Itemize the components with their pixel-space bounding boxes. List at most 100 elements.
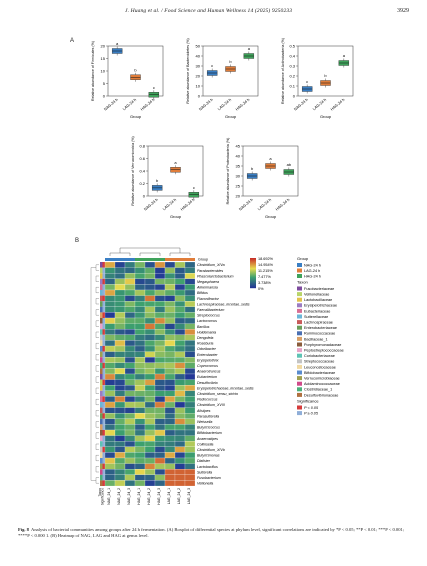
heatmap-cell (124, 418, 136, 425)
boxplot-panel: 0 10 20 30 40 50 Relative abundance of Bactero… (186, 38, 259, 119)
sample-label: LAG_24_2 (177, 488, 181, 504)
x-axis-label: Group (170, 214, 182, 219)
heatmap-cell (124, 345, 136, 352)
heatmap-cell (134, 474, 146, 481)
heatmap-cell (174, 357, 186, 363)
heatmap-cell (134, 401, 146, 408)
color-scale-segment (250, 267, 256, 269)
heatmap-cell (104, 446, 116, 453)
x-tick-label: LAG-24 h (122, 98, 137, 112)
heatmap-cell (104, 418, 116, 425)
heatmap-cell (104, 323, 116, 330)
significance-letter: c (306, 79, 308, 84)
heatmap-cell (144, 345, 156, 352)
x-tick-label: HAG-24 h (235, 98, 251, 112)
color-scale-label: 7.477% (258, 275, 272, 279)
heatmap-cell (154, 469, 166, 475)
significance-strip-cell (102, 295, 105, 302)
heatmap-cell (144, 278, 156, 285)
heatmap-cell (164, 284, 176, 291)
legend-swatch (297, 314, 302, 319)
x-tick-label: NAG-24 h (293, 98, 309, 112)
heatmap-cell (164, 424, 176, 431)
page-number: 3929 (397, 8, 409, 14)
heatmap-cell (114, 452, 126, 459)
genus-label: Pediococcus (197, 398, 218, 402)
heatmap-cell (154, 379, 166, 386)
dendrogram-branch (95, 399, 99, 405)
significance-strip-cell (102, 458, 105, 464)
significance-letter: b (251, 166, 254, 171)
heatmap-cell (144, 452, 156, 459)
heatmap-cell (104, 284, 116, 291)
taxon-strip-cell (100, 267, 103, 274)
color-scale-segment (250, 287, 256, 289)
color-scale-segment (250, 259, 256, 261)
heatmap-cell (154, 289, 166, 296)
significance-strip-cell (102, 318, 105, 324)
heatmap-cell (154, 329, 166, 335)
heatmap-cell (134, 267, 146, 274)
heatmap-cell (134, 334, 146, 341)
y-tick-label: 0.5 (289, 44, 295, 49)
heatmap-cell (144, 323, 156, 330)
x-axis-label: Group (265, 214, 277, 219)
heatmap-cell (164, 441, 176, 447)
color-scale-segment (250, 268, 256, 270)
significance-strip-cell (102, 407, 105, 414)
significance-strip-cell (102, 273, 105, 279)
heatmap-cell (164, 340, 176, 347)
dendrogram-branch (95, 275, 99, 282)
heatmap-cell (114, 474, 126, 481)
heatmap-cell (124, 396, 136, 403)
legend-entry: Clostridiaceae_1 (304, 388, 332, 392)
heatmap-cell (164, 267, 176, 274)
group-strip-label: Group (198, 258, 208, 262)
genus-label: Faecalibacterium (197, 308, 224, 312)
taxon-strip-cell (100, 323, 103, 330)
heatmap-cell (164, 295, 176, 302)
heatmap-cell (184, 373, 196, 380)
heatmap-cell (104, 413, 116, 419)
color-scale-segment (250, 269, 256, 271)
heatmap-cell (124, 362, 136, 369)
heatmap-cell (114, 267, 126, 274)
heatmap-cell (104, 435, 116, 442)
taxon-strip-cell (100, 379, 103, 386)
heatmap-cell (164, 334, 176, 341)
dendrogram-branch (95, 466, 99, 473)
legend-entry: P < 0.05 (304, 406, 319, 410)
taxon-strip-cell (100, 435, 103, 442)
sample-label: LAG_24_1 (167, 488, 171, 504)
taxon-strip-cell (100, 368, 103, 374)
significance-letter: a (174, 160, 177, 165)
heatmap-cell (154, 457, 166, 464)
legend-swatch (297, 370, 302, 375)
heatmap-cell (154, 407, 166, 414)
dendrogram-branch (109, 252, 131, 256)
heatmap-cell (184, 278, 196, 285)
genus-label: Dengofela (197, 336, 213, 340)
heatmap-cell (104, 385, 116, 391)
taxon-strip-cell (100, 374, 103, 380)
color-scale-segment (250, 284, 256, 286)
heatmap-cell (184, 329, 196, 335)
heatmap-cell (134, 351, 146, 358)
heatmap-cell (144, 329, 156, 335)
heatmap-cell (174, 351, 186, 358)
y-tick-label: 40 (236, 154, 241, 159)
heatmap-cell (144, 435, 156, 442)
sample-label: NAG_24_1 (107, 488, 111, 505)
heatmap-cell (124, 278, 136, 285)
heatmap-cell (184, 469, 196, 475)
heatmap-cell (164, 396, 176, 403)
heatmap-cell (104, 424, 116, 431)
heatmap-cell (124, 373, 136, 380)
heatmap-cell (124, 317, 136, 324)
heatmap-cell (114, 312, 126, 319)
genus-label: Anaerotruncus (196, 370, 221, 374)
dendrogram-branch (139, 252, 161, 256)
heatmap-cell (104, 306, 116, 313)
legend-entry: Desulfovibrionaceae (304, 393, 338, 397)
heatmap-cell (144, 474, 156, 481)
